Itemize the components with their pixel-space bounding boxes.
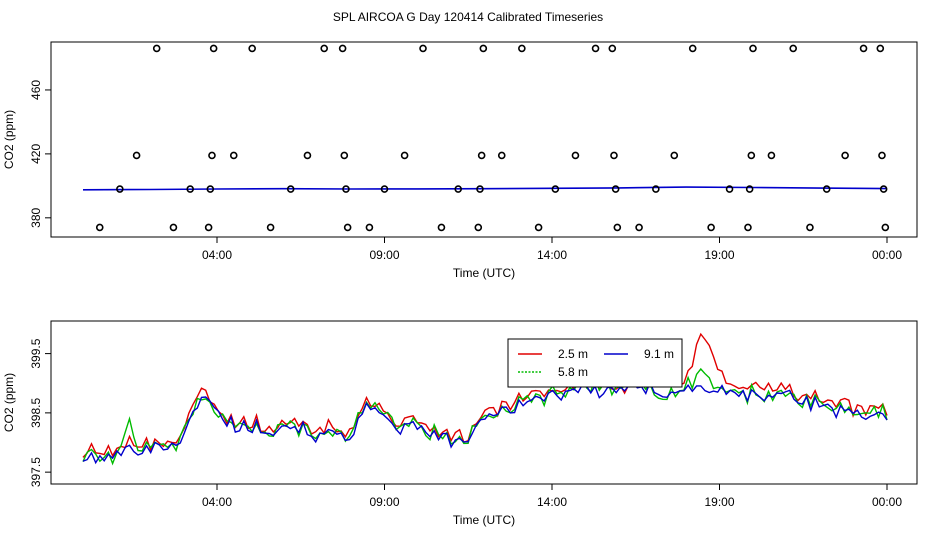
x-tick-label: 09:00 <box>369 495 399 509</box>
calibration-point <box>879 185 888 193</box>
calibration-point <box>652 185 660 193</box>
calibration-point <box>476 185 484 193</box>
calibration-point <box>116 185 124 193</box>
calibration-point <box>841 151 849 160</box>
legend-label-s58: 5.8 m <box>558 365 588 379</box>
calibration-point <box>859 44 868 53</box>
calibration-point <box>343 223 352 232</box>
calibration-point <box>479 44 488 53</box>
y-tick-label: 397.5 <box>29 457 43 487</box>
y-axis-label: CO2 (ppm) <box>2 110 16 169</box>
calibration-point <box>209 44 218 53</box>
plot-frame <box>50 320 918 485</box>
x-tick-label: 19:00 <box>704 248 734 262</box>
series-line-ambient <box>82 186 888 191</box>
calibration-point <box>204 223 213 232</box>
calibration-point <box>419 44 427 53</box>
calibration-point <box>688 44 697 53</box>
calibration-point <box>551 185 560 193</box>
x-tick-label: 09:00 <box>369 248 399 262</box>
y-tick-label: 460 <box>29 80 43 100</box>
x-tick-label: 19:00 <box>704 495 734 509</box>
calibration-point <box>474 223 483 232</box>
calibration-point <box>518 44 526 53</box>
series-line-s91 <box>82 380 888 465</box>
calibration-point <box>95 223 104 232</box>
calibration-point <box>303 151 312 160</box>
chart-title: SPL AIRCOA G Day 120414 Calibrated Times… <box>332 10 604 24</box>
calibration-point <box>610 151 618 160</box>
calibration-point <box>340 151 349 160</box>
calibration-point <box>806 223 814 232</box>
calibration-point <box>670 151 679 160</box>
calibration-point <box>822 185 831 193</box>
calibration-point <box>611 185 620 193</box>
calibration-point <box>338 44 347 53</box>
calibration-point <box>635 223 643 232</box>
calibration-point <box>186 185 194 193</box>
legend: 2.5 m 5.8 m 9.1 m <box>507 338 683 388</box>
calibration-point <box>208 151 216 160</box>
x-axis-label: Time (UTC) <box>453 513 515 527</box>
calibration-point <box>876 44 885 53</box>
x-tick-label: 00:00 <box>872 248 902 262</box>
x-tick-label: 14:00 <box>537 495 567 509</box>
calibration-point <box>571 151 580 160</box>
calibration-point <box>380 185 389 193</box>
x-axis-label: Time (UTC) <box>453 266 515 280</box>
calibration-point <box>744 223 752 232</box>
calibration-point <box>534 223 543 232</box>
y-tick-label: 399.5 <box>29 338 43 368</box>
calibration-point <box>591 44 600 53</box>
calibration-point <box>747 151 756 160</box>
y-tick-label: 420 <box>29 144 43 164</box>
calibration-point <box>320 44 329 53</box>
y-axis-label: CO2 (ppm) <box>2 373 16 432</box>
legend-label-s25: 2.5 m <box>558 347 588 361</box>
x-tick-label: 00:00 <box>872 495 902 509</box>
calibration-point <box>613 223 622 232</box>
calibration-point <box>745 185 754 193</box>
calibration-point <box>206 185 215 193</box>
series-line-s58 <box>82 367 888 466</box>
calibration-point <box>169 223 178 232</box>
calibration-point <box>749 44 757 53</box>
y-tick-label: 398.5 <box>29 398 43 428</box>
calibration-point <box>248 44 256 53</box>
calibration-point <box>881 223 890 232</box>
calibration-point <box>608 44 617 53</box>
calibration-point <box>497 151 506 160</box>
plot-frame <box>50 41 918 238</box>
calibration-point <box>400 151 409 160</box>
calibration-point <box>152 44 161 53</box>
calibration-point <box>789 44 798 53</box>
calibration-point <box>286 185 295 193</box>
calibration-point <box>437 223 446 232</box>
calibration-point <box>477 151 486 160</box>
calibration-point <box>454 185 463 193</box>
calibration-point <box>365 223 374 232</box>
calibration-point <box>132 151 141 160</box>
legend-label-s91: 9.1 m <box>644 347 674 361</box>
legend-box <box>507 338 683 388</box>
calibration-point <box>725 185 734 193</box>
y-tick-label: 380 <box>29 207 43 227</box>
calibration-point <box>878 151 886 160</box>
calibration-point <box>229 151 238 160</box>
calibration-point <box>707 223 715 232</box>
calibration-point <box>342 185 350 193</box>
x-tick-label: 04:00 <box>202 248 232 262</box>
x-tick-label: 04:00 <box>202 495 232 509</box>
calibration-point <box>266 223 275 232</box>
x-tick-label: 14:00 <box>537 248 567 262</box>
calibration-point <box>767 151 776 160</box>
